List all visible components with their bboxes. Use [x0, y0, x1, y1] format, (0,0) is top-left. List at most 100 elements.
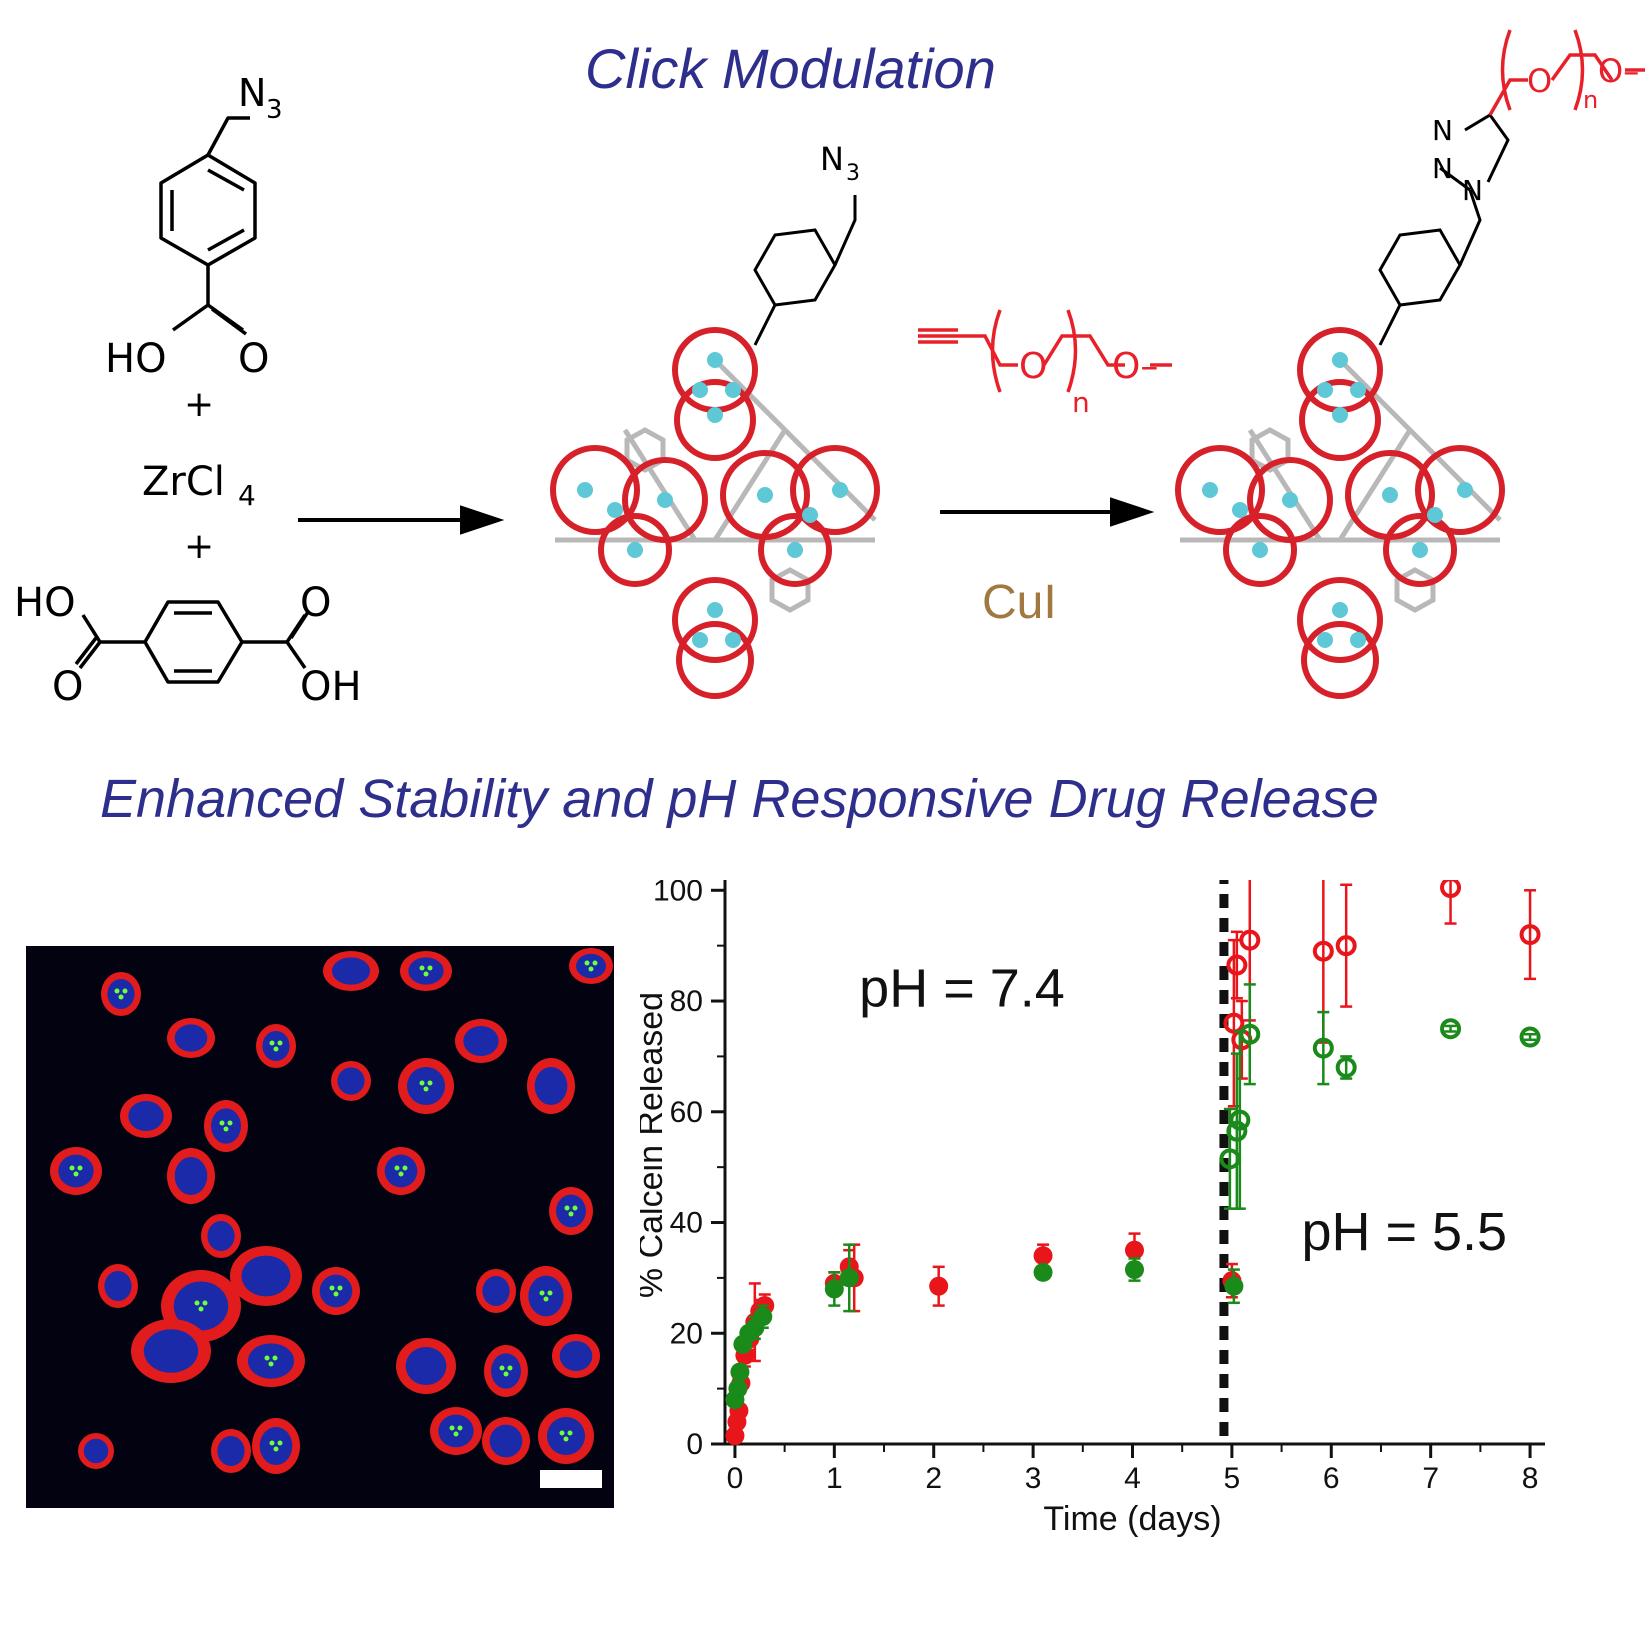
particle	[499, 1365, 505, 1371]
diacid-O-left: O	[52, 664, 83, 710]
nucleus-9	[337, 1067, 365, 1095]
benzene-ring-1-inner	[170, 168, 245, 252]
benzene-ring-2-inner	[174, 611, 212, 673]
particle	[269, 1040, 275, 1046]
nucleus-27	[559, 1341, 593, 1371]
green-point-12	[1219, 1148, 1241, 1170]
nucleus-11	[534, 1066, 568, 1106]
particle	[272, 1355, 278, 1361]
red-point-14	[1124, 1240, 1144, 1260]
x-tick-label: 5	[1224, 1462, 1241, 1495]
particle	[277, 1440, 283, 1446]
particle	[423, 1086, 429, 1092]
particle	[507, 1365, 513, 1371]
particle	[268, 1361, 274, 1367]
azide-label-2: N	[820, 140, 844, 178]
red-point-19	[1239, 929, 1261, 951]
acid-O: O	[238, 336, 269, 382]
x-axis-label: Time (days)	[1043, 1500, 1221, 1538]
green-point-1	[728, 1379, 748, 1399]
red-point-20	[1312, 940, 1334, 962]
peg-bracket-right	[1066, 309, 1078, 393]
particle	[427, 965, 433, 971]
peg-O-end-2: O–	[1598, 52, 1639, 90]
particle	[227, 1120, 233, 1126]
green-point-18	[1440, 1018, 1462, 1040]
particle	[219, 1120, 225, 1126]
x-tick-label: 0	[727, 1462, 744, 1495]
particle	[202, 1300, 208, 1306]
nucleus-14	[384, 1154, 418, 1188]
peg-bracket-4	[1573, 29, 1585, 111]
green-point-14	[1229, 1109, 1251, 1131]
nucleus-10	[406, 1066, 446, 1106]
nucleus-18	[173, 1281, 229, 1331]
alkyne-triple-bond	[918, 328, 958, 344]
particle	[198, 1306, 204, 1312]
particle	[402, 1165, 408, 1171]
particle	[73, 1171, 79, 1177]
green-point-10	[1124, 1260, 1144, 1280]
zr-sub: 4	[238, 479, 256, 512]
y-tick-label: 100	[653, 880, 703, 907]
green-point-16	[1312, 1037, 1334, 1059]
particle	[564, 1205, 570, 1211]
peg-O-2: O	[1527, 62, 1552, 100]
particle	[588, 966, 594, 972]
y-tick-label: 0	[686, 1428, 703, 1461]
nucleus-24	[247, 1343, 295, 1379]
particle	[457, 1425, 463, 1431]
plus-2: +	[184, 526, 214, 567]
title-drug-release: Enhanced Stability and pH Responsive Dru…	[100, 769, 1379, 829]
nucleus-19	[241, 1255, 291, 1297]
azide-label-1: N	[238, 71, 266, 115]
nucleus-28	[438, 1414, 474, 1448]
particle	[394, 1165, 400, 1171]
nucleus-8	[211, 1108, 241, 1144]
green-point-8	[839, 1268, 859, 1288]
diacid-O-right: O	[300, 580, 331, 626]
x-tick-label: 8	[1522, 1462, 1539, 1495]
confocal-micrograph	[26, 946, 614, 1508]
y-tick-label: 40	[670, 1207, 703, 1240]
green-point-19	[1519, 1026, 1541, 1048]
nucleus-12	[58, 1154, 94, 1188]
azide-sub-1: 3	[266, 95, 283, 125]
nucleus-26	[491, 1353, 521, 1389]
nucleus-29	[489, 1424, 523, 1458]
particle	[567, 1430, 573, 1436]
particle	[568, 1211, 574, 1217]
x-tick-label: 7	[1422, 1462, 1439, 1495]
particle	[329, 1285, 335, 1291]
particle	[77, 1165, 83, 1171]
x-tick-label: 6	[1323, 1462, 1340, 1495]
x-tick-label: 2	[925, 1462, 942, 1495]
peg-O-end: O–	[1112, 346, 1158, 387]
peg-n-2: n	[1583, 86, 1598, 114]
nucleus-0	[107, 979, 135, 1009]
nucleus-3	[331, 957, 371, 985]
particle	[398, 1171, 404, 1177]
red-point-21	[1335, 935, 1357, 957]
x-tick-label: 4	[1124, 1462, 1141, 1495]
scale-bar	[540, 1470, 602, 1488]
particle	[269, 1440, 275, 1446]
title-click-modulation: Click Modulation	[585, 37, 996, 100]
particle	[337, 1285, 343, 1291]
annotation-ph-5-5: pH = 5.5	[1301, 1202, 1507, 1262]
zr-salt: ZrCl	[142, 459, 225, 505]
nucleus-30	[546, 1416, 586, 1456]
particle	[273, 1046, 279, 1052]
red-point-13	[1033, 1246, 1053, 1266]
nucleus-6	[576, 953, 606, 979]
peg-O-1: O	[1019, 346, 1047, 387]
nucleus-13	[174, 1156, 208, 1196]
x-tick-label: 3	[1025, 1462, 1042, 1495]
particle	[69, 1165, 75, 1171]
particle	[118, 994, 124, 1000]
particle	[333, 1291, 339, 1297]
particle	[503, 1371, 509, 1377]
green-point-2	[730, 1362, 750, 1382]
nucleus-25	[405, 1346, 447, 1386]
